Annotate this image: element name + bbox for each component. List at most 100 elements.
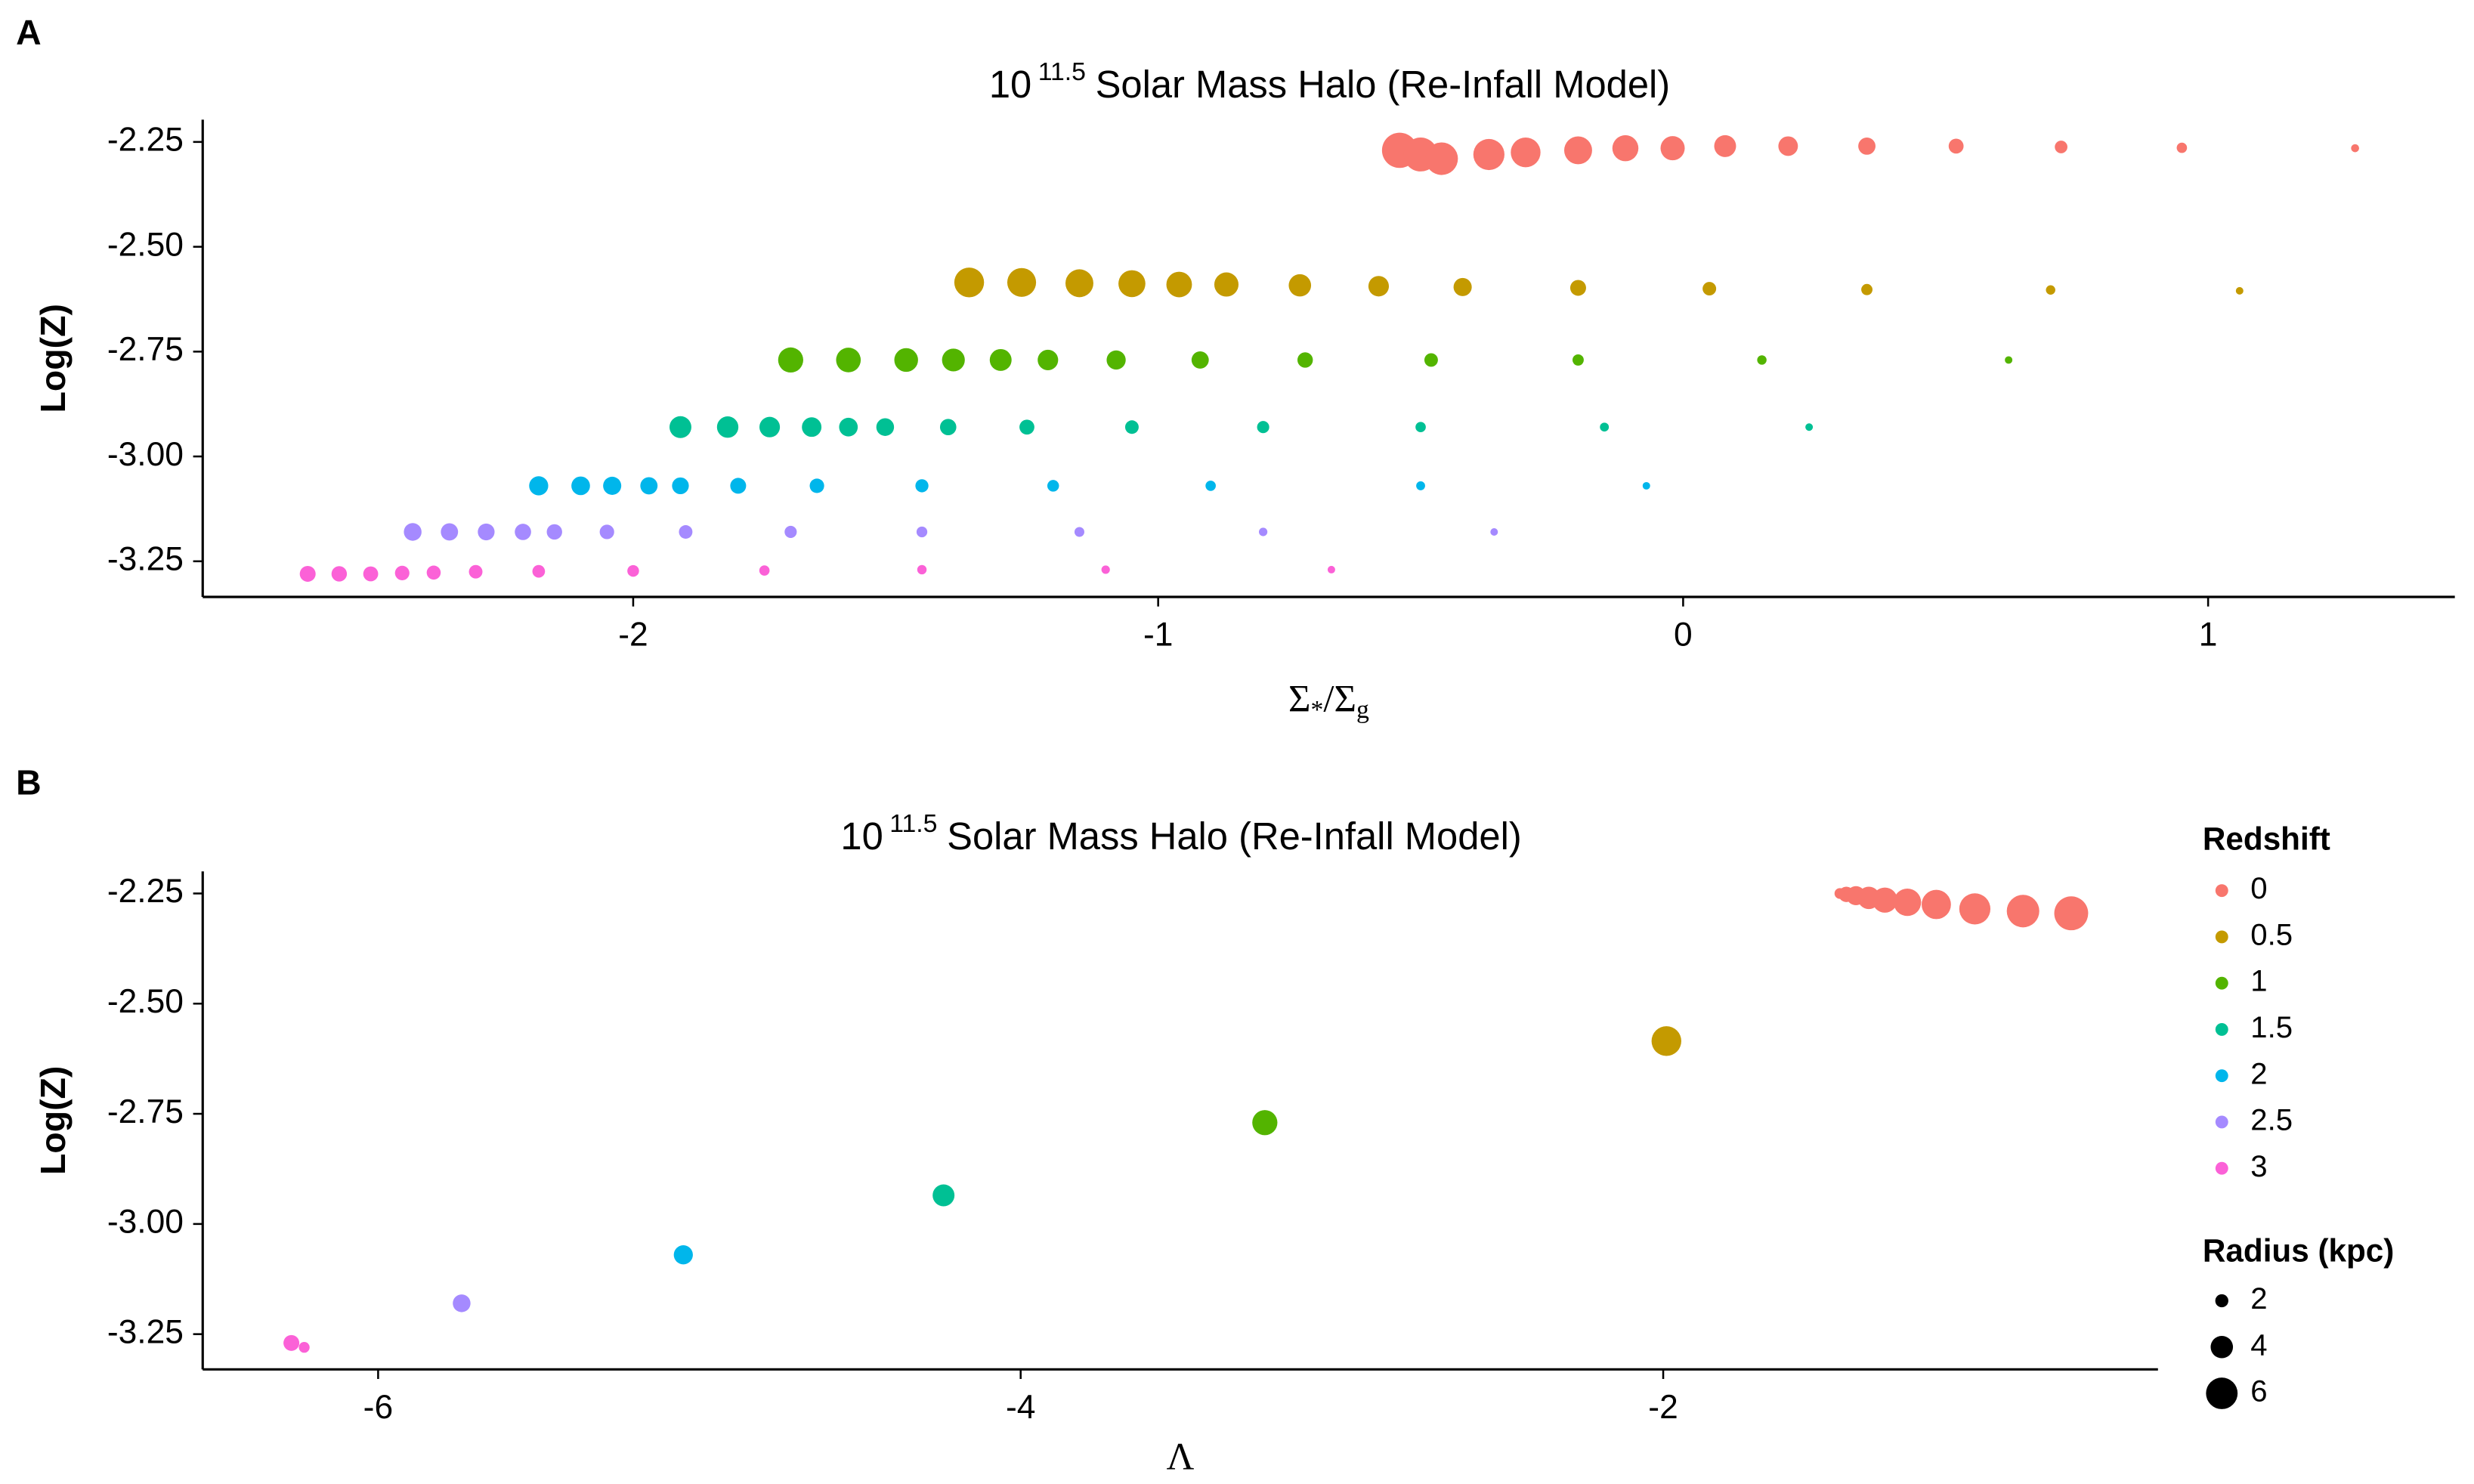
y-tick-label: -3.25: [107, 541, 184, 578]
point: [1214, 272, 1239, 297]
point: [1252, 1110, 1278, 1136]
point: [2054, 896, 2089, 931]
y-tick-label: -3.00: [107, 1204, 184, 1241]
point: [1327, 565, 1335, 574]
legend-title: Redshift: [2203, 821, 2330, 856]
point: [942, 348, 965, 372]
legend-label: 0.5: [2250, 918, 2293, 952]
point: [1651, 1026, 1681, 1056]
legend-swatch: [2215, 884, 2228, 898]
point: [1065, 269, 1093, 298]
point: [546, 524, 562, 540]
title-part: 11.5: [889, 809, 937, 838]
legend-swatch: [2215, 1022, 2228, 1036]
point: [1191, 351, 1209, 369]
x-axis-label-part: /Σ: [1323, 677, 1356, 719]
title-part: Solar Mass Halo (Re-Infall Model): [1096, 63, 1671, 107]
point: [1490, 527, 1498, 536]
point: [394, 565, 410, 580]
x-axis-label-part: g: [1356, 696, 1369, 724]
point: [1569, 280, 1586, 296]
x-tick-label: 1: [2199, 617, 2218, 654]
point: [640, 477, 658, 495]
point: [363, 566, 379, 582]
point: [1038, 349, 1059, 370]
point: [1019, 419, 1034, 435]
point: [627, 564, 639, 577]
point: [441, 523, 459, 541]
point: [2005, 356, 2013, 364]
point: [1948, 138, 1964, 154]
point: [759, 416, 781, 437]
point: [679, 525, 693, 539]
y-tick-label: -3.25: [107, 1313, 184, 1350]
size-legend-label: 4: [2250, 1328, 2267, 1362]
x-axis-label-part: Σ: [1288, 677, 1311, 719]
point: [299, 565, 316, 582]
x-axis-label: Σ*/Σg: [1288, 677, 1369, 724]
title-part: 10: [989, 63, 1031, 107]
point: [1259, 527, 1268, 536]
x-tick-label: -2: [618, 617, 648, 654]
legend-swatch: [2215, 1161, 2228, 1175]
point: [1573, 354, 1584, 366]
point: [1101, 565, 1110, 574]
x-tick-label: -6: [363, 1389, 393, 1426]
point: [2006, 895, 2040, 928]
point: [836, 348, 861, 373]
point: [1297, 352, 1313, 368]
point: [478, 523, 495, 541]
y-tick-label: -2.25: [107, 122, 184, 159]
size-legend-title: Radius (kpc): [2203, 1232, 2394, 1268]
y-axis-label: Log(Z): [33, 304, 73, 413]
size-legend-swatch: [2206, 1377, 2238, 1409]
point: [915, 479, 929, 493]
chart-title: 10 11.5 Solar Mass Halo (Re-Infall Model): [989, 57, 1670, 106]
legend-swatch: [2215, 976, 2228, 990]
legend-label: 1: [2250, 964, 2267, 998]
point: [1074, 527, 1084, 537]
point: [1714, 134, 1736, 157]
point: [1453, 277, 1472, 296]
point: [571, 476, 590, 496]
point: [532, 564, 546, 578]
point: [1757, 355, 1767, 365]
legend-label: 2.5: [2250, 1103, 2293, 1137]
point: [426, 565, 441, 580]
y-tick-label: -2.50: [107, 226, 184, 263]
point: [1416, 481, 1425, 490]
size-legend-swatch: [2210, 1335, 2234, 1359]
x-tick-label: -2: [1648, 1389, 1678, 1426]
point: [599, 524, 614, 539]
title-part: 10: [840, 815, 883, 858]
point: [673, 1245, 693, 1265]
point: [730, 478, 747, 494]
size-legend-label: 2: [2250, 1281, 2267, 1316]
point: [1047, 480, 1059, 492]
legend-label: 2: [2250, 1056, 2267, 1090]
legend-swatch: [2215, 1115, 2228, 1129]
point: [954, 267, 985, 298]
point: [2055, 141, 2067, 153]
title-part: 11.5: [1038, 57, 1086, 86]
point: [672, 477, 689, 495]
legend-label: 3: [2250, 1149, 2267, 1183]
y-tick-label: -2.75: [107, 331, 184, 368]
point: [876, 418, 895, 436]
point: [529, 476, 549, 496]
point: [989, 348, 1012, 371]
legend-label: 1.5: [2250, 1010, 2293, 1044]
point: [1858, 137, 1876, 155]
point: [1205, 481, 1216, 491]
panel-label: A: [16, 13, 42, 52]
point: [1424, 353, 1438, 367]
point: [716, 416, 739, 438]
chart-title: 10 11.5 Solar Mass Halo (Re-Infall Model): [840, 809, 1521, 858]
point: [1257, 421, 1269, 434]
point: [1642, 481, 1650, 490]
point: [1612, 134, 1639, 162]
x-tick-label: -1: [1143, 617, 1173, 654]
point: [1425, 142, 1458, 175]
point: [1124, 420, 1139, 434]
